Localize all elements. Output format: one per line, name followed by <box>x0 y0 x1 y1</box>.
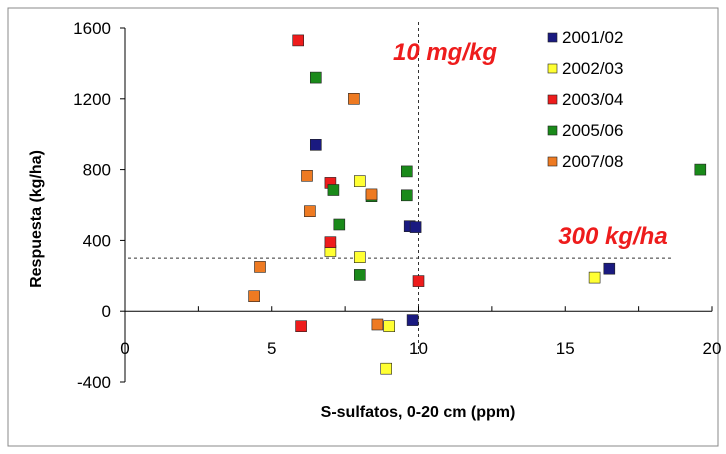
series-2002-03 <box>324 175 601 375</box>
legend-label: 2005/06 <box>562 121 623 140</box>
data-point <box>400 165 413 178</box>
data-point <box>292 34 305 47</box>
data-point <box>409 221 422 233</box>
x-tick-label: 5 <box>267 339 276 358</box>
reference-lines: 10 mg/kg 300 kg/ha <box>128 22 672 354</box>
vertical-reference-label: 10 mg/kg <box>393 39 497 66</box>
data-point <box>400 189 413 202</box>
data-point <box>406 314 419 326</box>
horizontal-reference-label: 300 kg/ha <box>558 223 667 250</box>
data-point <box>412 275 425 287</box>
legend-label: 2002/03 <box>562 59 623 78</box>
legend: 2001/02 2002/03 2003/04 2005/06 2007/08 <box>547 28 623 171</box>
x-tick-label: 10 <box>409 339 428 358</box>
axes: -400 0 400 800 1200 1600 0 5 10 15 20 <box>73 19 721 392</box>
data-point <box>309 139 322 151</box>
y-tick-label: 400 <box>83 231 111 250</box>
data-point <box>371 318 384 331</box>
series-2007-08 <box>248 93 384 331</box>
data-point <box>353 269 366 281</box>
data-point <box>383 320 396 333</box>
legend-swatch <box>547 94 558 105</box>
series-2003-04 <box>292 34 425 333</box>
data-point <box>353 175 366 187</box>
data-point <box>304 205 316 217</box>
data-point <box>309 71 322 84</box>
data-points <box>248 34 707 375</box>
chart-frame <box>7 7 719 447</box>
series-2001-02 <box>309 139 616 326</box>
data-point <box>348 93 360 105</box>
legend-swatch <box>547 32 558 43</box>
data-point <box>327 184 340 196</box>
data-point <box>603 262 616 275</box>
legend-label: 2001/02 <box>562 28 623 47</box>
y-tick-label: 800 <box>83 161 111 180</box>
y-axis-title: Respuesta (kg/ha) <box>28 150 45 288</box>
data-point <box>324 236 337 248</box>
legend-swatch <box>547 156 558 167</box>
data-point <box>248 290 260 303</box>
data-point <box>365 188 378 201</box>
legend-swatch <box>547 125 558 136</box>
x-axis-title: S-sulfatos, 0-20 cm (ppm) <box>321 404 516 421</box>
data-point <box>301 170 313 182</box>
data-point <box>380 362 393 375</box>
data-point <box>254 261 266 273</box>
data-point <box>694 163 707 176</box>
x-tick-label: 0 <box>120 339 129 358</box>
legend-label: 2007/08 <box>562 152 623 171</box>
x-tick-label: 20 <box>703 339 722 358</box>
y-tick-label: -400 <box>77 373 111 392</box>
data-point <box>353 251 366 263</box>
data-point <box>295 320 307 333</box>
legend-label: 2003/04 <box>562 90 623 109</box>
y-tick-label: 0 <box>102 302 111 321</box>
y-tick-label: 1200 <box>73 90 111 109</box>
x-tick-label: 15 <box>556 339 575 358</box>
y-tick-label: 1600 <box>73 19 111 38</box>
legend-swatch <box>547 63 558 74</box>
data-point <box>333 218 346 231</box>
data-point <box>588 271 601 284</box>
